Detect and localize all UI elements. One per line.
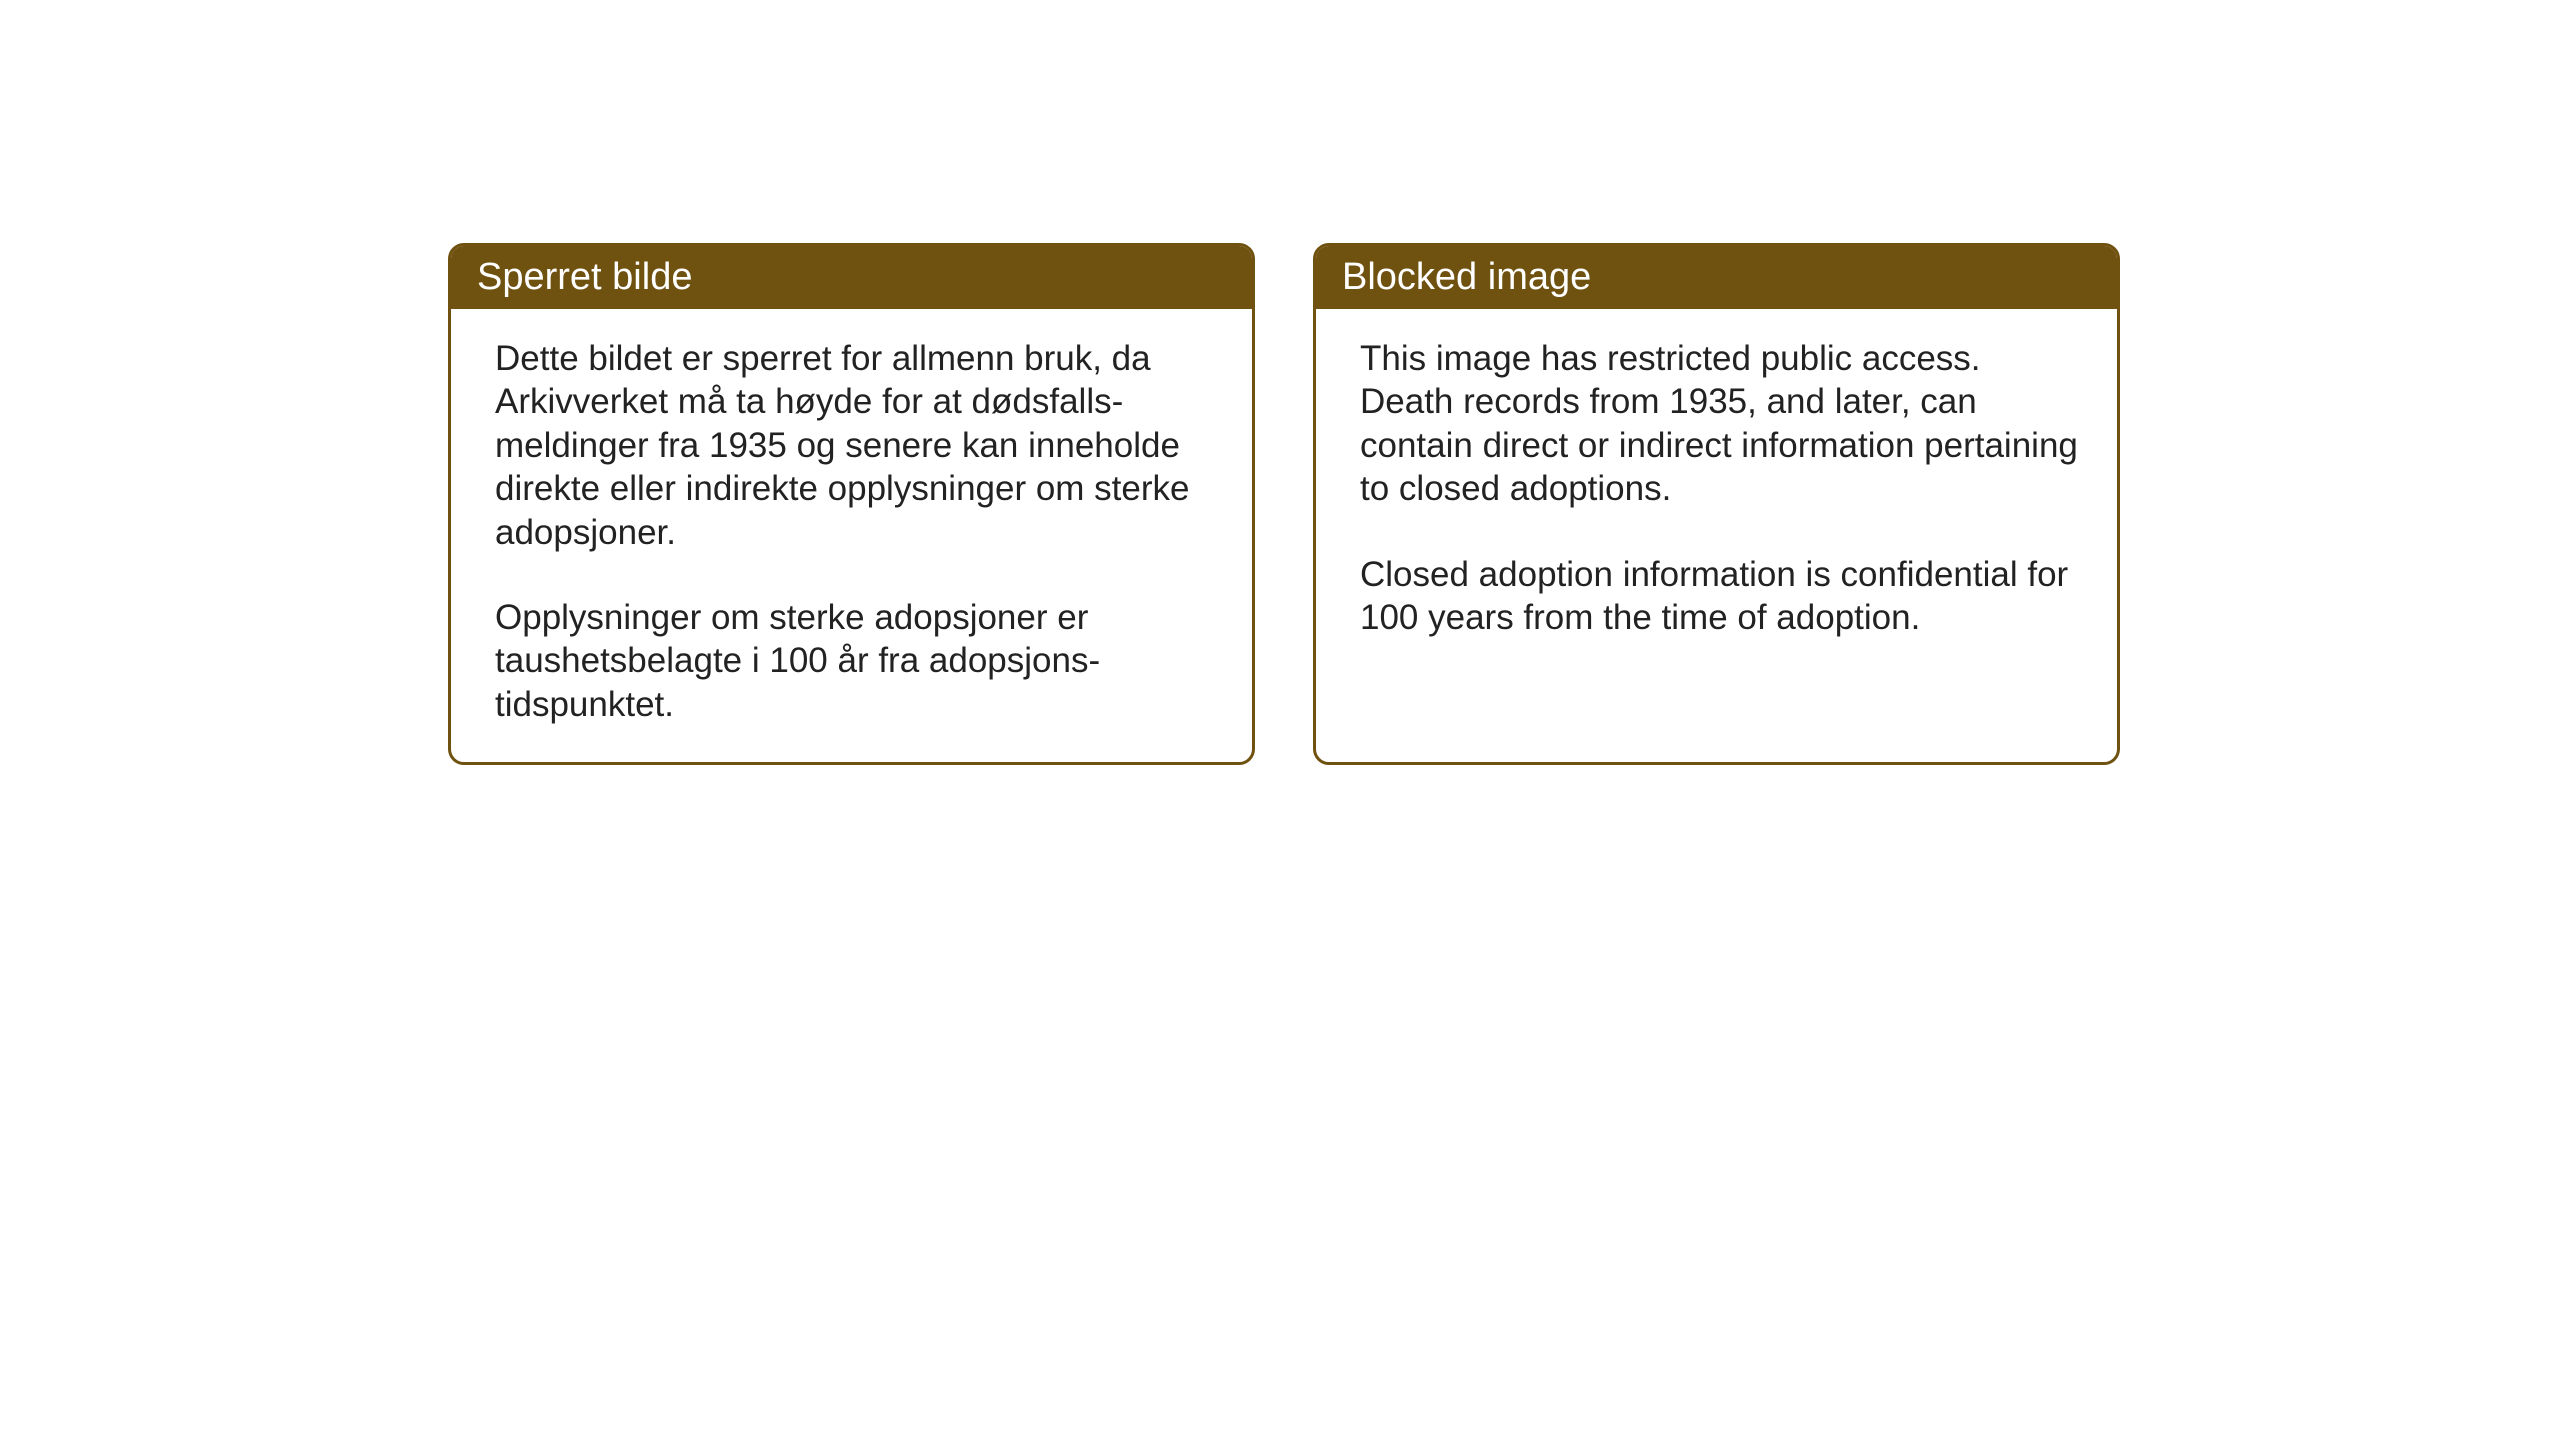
notice-header-english: Blocked image: [1316, 246, 2117, 309]
notice-paragraph-2-norwegian: Opplysninger om sterke adopsjoner er tau…: [495, 596, 1216, 726]
notice-title-norwegian: Sperret bilde: [477, 256, 692, 298]
notice-paragraph-1-norwegian: Dette bildet er sperret for allmenn bruk…: [495, 337, 1216, 554]
notice-header-norwegian: Sperret bilde: [451, 246, 1252, 309]
notice-title-english: Blocked image: [1342, 256, 1591, 298]
notice-container: Sperret bilde Dette bildet er sperret fo…: [448, 243, 2120, 765]
notice-card-norwegian: Sperret bilde Dette bildet er sperret fo…: [448, 243, 1255, 765]
notice-card-english: Blocked image This image has restricted …: [1313, 243, 2120, 765]
notice-body-english: This image has restricted public access.…: [1316, 309, 2117, 675]
notice-paragraph-2-english: Closed adoption information is confident…: [1360, 553, 2081, 640]
notice-paragraph-1-english: This image has restricted public access.…: [1360, 337, 2081, 511]
notice-body-norwegian: Dette bildet er sperret for allmenn bruk…: [451, 309, 1252, 762]
